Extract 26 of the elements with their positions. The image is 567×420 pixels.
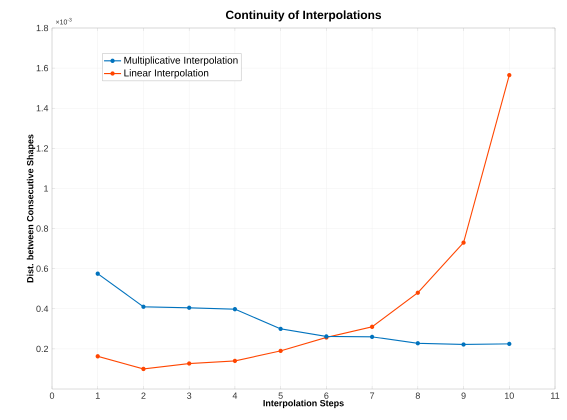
x-tick-label: 8	[416, 392, 420, 399]
y-tick-label: 1.2	[36, 145, 48, 152]
y-tick-label: 1.6	[36, 64, 48, 72]
x-tick-label: 3	[187, 392, 192, 399]
y-tick-label: 1.4	[36, 105, 48, 112]
x-tick-label: 6	[324, 392, 328, 399]
y-tick-label: 0.6	[36, 265, 48, 272]
x-tick-label: 5	[278, 392, 283, 399]
x-axis-title: Interpolation Steps	[263, 400, 344, 408]
chart-title: Continuity of Interpolations	[226, 10, 382, 22]
y-axis-title: Dist. between Consecutive Shapes	[26, 134, 36, 282]
x-tick-label: 0	[50, 392, 54, 399]
x-tick-label: 10	[504, 392, 514, 399]
x-tick-label: 2	[141, 392, 146, 399]
y-tick-label: 1.8	[36, 24, 48, 32]
y-tick-label: 0.8	[36, 225, 48, 232]
y-tick-label: 0.2	[36, 346, 48, 352]
x-tick-label: 7	[370, 392, 374, 399]
legend-label: Multiplicative Interpolation	[124, 56, 238, 66]
legend-label: Linear Interpolation	[124, 69, 208, 78]
x-tick-label: 1	[96, 392, 100, 399]
y-tick-label: 1	[44, 185, 48, 192]
x-tick-label: 4	[232, 392, 238, 399]
x-tick-label: 11	[551, 392, 560, 399]
x-tick-label: 9	[461, 392, 466, 399]
y-tick-label: 0.4	[36, 306, 48, 312]
